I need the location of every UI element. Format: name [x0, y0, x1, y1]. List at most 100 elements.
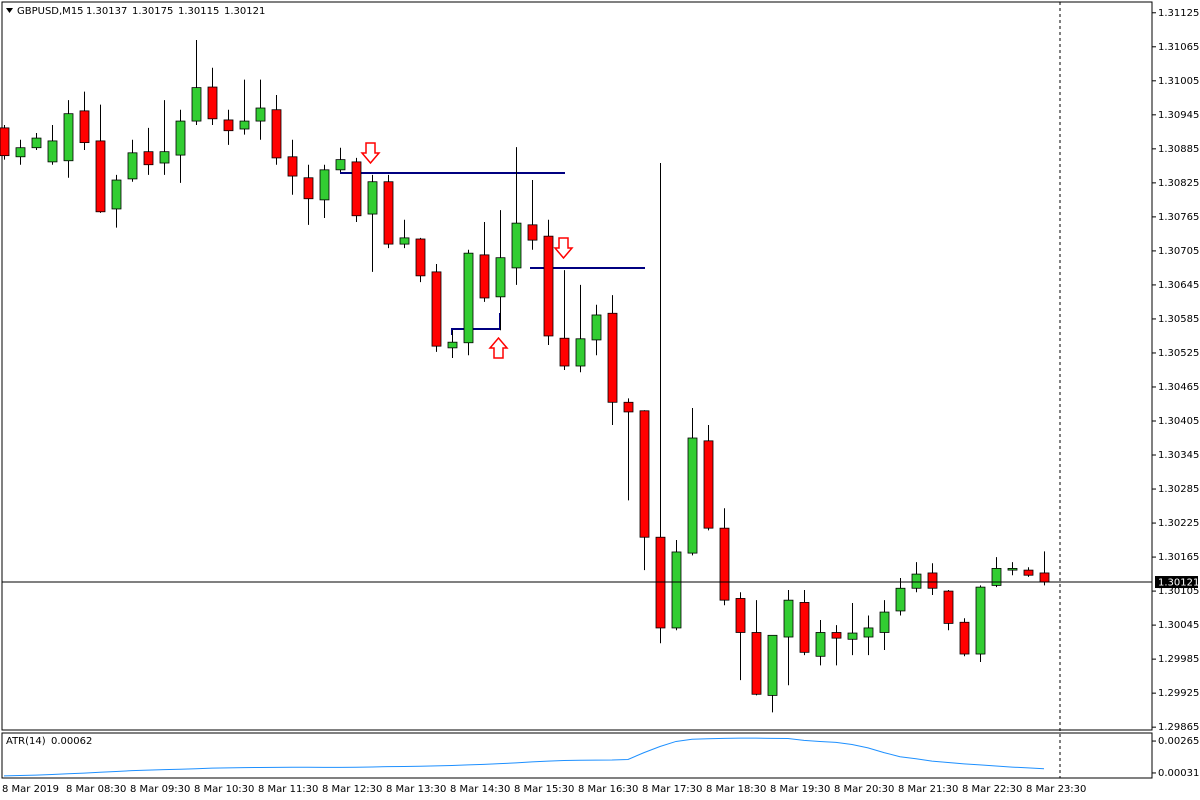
- candle-body: [383, 181, 394, 245]
- candle-body: [623, 401, 634, 413]
- candle-body: [239, 120, 250, 130]
- symbol: GBPUSD,M15: [17, 6, 84, 17]
- x-tick-label: 8 Mar 17:30: [642, 784, 702, 795]
- indicator-value: 0.00062: [51, 736, 92, 747]
- low-value: 1.30115: [178, 6, 219, 17]
- y-tick-label: 1.30105: [1158, 586, 1199, 597]
- y-tick-label: 1.30165: [1158, 552, 1199, 563]
- x-tick-label: 8 Mar 2019: [2, 784, 59, 795]
- candle-body: [351, 161, 362, 217]
- y-tick-label: 1.30525: [1158, 348, 1199, 359]
- main-pane-frame: [1, 1, 1153, 731]
- candle-body: [303, 177, 314, 200]
- x-tick-label: 8 Mar 16:30: [578, 784, 638, 795]
- annotations: [340, 142, 645, 359]
- candle-body: [79, 110, 90, 144]
- candle-body: [655, 536, 666, 629]
- candle-body: [271, 109, 282, 159]
- candle-body: [223, 119, 234, 132]
- x-tick-label: 8 Mar 13:30: [386, 784, 446, 795]
- y-tick-label: 1.30045: [1158, 620, 1199, 631]
- sell-arrow: [553, 237, 574, 260]
- candle-body: [415, 238, 426, 277]
- candle-body: [767, 634, 778, 696]
- candle-body: [687, 437, 698, 554]
- candle-body: [15, 147, 26, 158]
- open-value: 1.30137: [86, 6, 127, 17]
- candle-body: [943, 590, 954, 624]
- candle-body: [127, 152, 138, 180]
- candle-body: [431, 271, 442, 347]
- candle-body: [879, 611, 890, 633]
- y-tick-label: 1.31065: [1158, 42, 1199, 53]
- close-value: 1.30121: [224, 6, 265, 17]
- candle-body: [1023, 569, 1034, 576]
- candle-body: [207, 86, 218, 120]
- candle-body: [751, 632, 762, 695]
- atr-line: [3, 737, 1045, 777]
- candle-body: [463, 252, 474, 344]
- candle-body: [287, 156, 298, 177]
- candle-body: [607, 312, 618, 403]
- y-tick-label: 1.30705: [1158, 246, 1199, 257]
- x-tick-label: 8 Mar 11:30: [258, 784, 318, 795]
- x-tick-label: 8 Mar 23:30: [1026, 784, 1086, 795]
- candle-body: [399, 237, 410, 245]
- candle-body: [255, 107, 266, 122]
- candle-body: [319, 169, 330, 201]
- candle-body: [447, 341, 458, 349]
- y-tick-label: 1.30825: [1158, 178, 1199, 189]
- x-tick-label: 8 Mar 08:30: [66, 784, 126, 795]
- indicator-title: ATR(14): [6, 736, 46, 747]
- y-tick-label: 1.30225: [1158, 518, 1199, 529]
- candle-body: [815, 632, 826, 657]
- candle-body: [591, 314, 602, 341]
- x-tick-label: 8 Mar 12:30: [322, 784, 382, 795]
- candle-body: [895, 587, 906, 612]
- candle-body: [719, 527, 730, 601]
- candle-body: [63, 113, 74, 162]
- candle-body: [831, 632, 842, 639]
- candle-body: [975, 586, 986, 655]
- candle-body: [1007, 568, 1018, 571]
- buy-arrow: [488, 336, 509, 359]
- candle-body: [911, 573, 922, 589]
- candle-body: [799, 602, 810, 653]
- candle-body: [703, 440, 714, 529]
- y-tick-label: 1.30885: [1158, 144, 1199, 155]
- x-tick-label: 8 Mar 21:30: [898, 784, 958, 795]
- x-tick-label: 8 Mar 22:30: [962, 784, 1022, 795]
- candle-body: [927, 572, 938, 589]
- candle-body: [159, 151, 170, 164]
- y-tick-label: 1.31125: [1158, 8, 1199, 19]
- candle-body: [1039, 572, 1050, 583]
- y-tick-label: 1.30465: [1158, 382, 1199, 393]
- candle-body: [335, 159, 346, 171]
- bid-label-box: [1155, 576, 1198, 589]
- x-tick-label: 8 Mar 09:30: [130, 784, 190, 795]
- candle-body: [863, 627, 874, 638]
- candle-body: [495, 257, 506, 298]
- y-tick-label: 1.30945: [1158, 110, 1199, 121]
- candle-body: [959, 621, 970, 655]
- candle-body: [639, 410, 650, 538]
- y-tick-label: 1.30645: [1158, 280, 1199, 291]
- candle-body: [31, 137, 42, 149]
- y-tick-label: 1.29985: [1158, 654, 1199, 665]
- x-tick-label: 8 Mar 15:30: [514, 784, 574, 795]
- candle-body: [671, 551, 682, 629]
- x-tick-label: 8 Mar 14:30: [450, 784, 510, 795]
- y-tick-label: 0.00031: [1158, 768, 1199, 779]
- high-value: 1.30175: [132, 6, 173, 17]
- candle-body: [527, 224, 538, 241]
- candle-body: [191, 87, 202, 122]
- candle-body: [367, 181, 378, 215]
- x-tick-label: 8 Mar 18:30: [706, 784, 766, 795]
- candle-body: [47, 140, 58, 163]
- candle-body: [543, 235, 554, 337]
- x-tick-label: 8 Mar 20:30: [834, 784, 894, 795]
- x-tick-label: 8 Mar 10:30: [194, 784, 254, 795]
- candle-body: [575, 338, 586, 367]
